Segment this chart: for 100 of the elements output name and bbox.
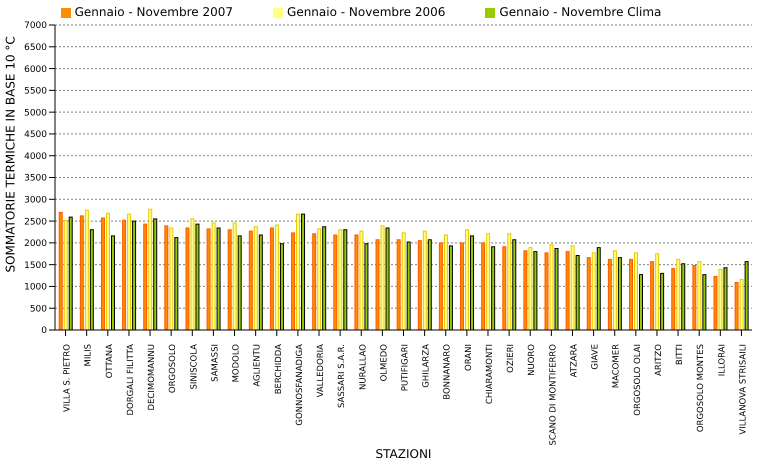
- x-tick-label: ARITZO: [654, 344, 664, 376]
- bar: [586, 257, 591, 330]
- bar: [317, 228, 322, 330]
- x-tick-label: OLMEDO: [379, 344, 390, 382]
- x-tick-label: GIAVE: [590, 344, 601, 370]
- bar: [460, 242, 464, 330]
- bar: [697, 261, 702, 330]
- bar: [169, 228, 174, 330]
- x-tick-label: VILLA S. PIETRO: [62, 344, 73, 412]
- bar: [566, 251, 570, 330]
- bar: [628, 258, 633, 330]
- x-tick-label: BERCHIDDA: [274, 344, 284, 394]
- bar: [444, 234, 448, 330]
- x-tick-label: VILLANOVA STRISAILI: [738, 344, 748, 435]
- x-tick-label: ORGOSOLO: [168, 344, 178, 394]
- bar: [671, 268, 676, 330]
- bar: [185, 228, 190, 330]
- x-tick-label: PUTIFIGARI: [400, 344, 410, 392]
- y-tick-label: 1000: [24, 282, 48, 293]
- x-tick-label: SCANO DI MONTIFERRO: [548, 344, 558, 446]
- bar: [550, 244, 554, 330]
- bar: [570, 245, 575, 330]
- bar: [612, 250, 617, 330]
- bar: [64, 220, 68, 330]
- bar: [692, 265, 696, 330]
- bar: [333, 234, 338, 330]
- bar: [84, 210, 89, 330]
- x-tick-label: AGLIENTU: [252, 344, 263, 387]
- legend-label: Gennaio - Novembre 2007: [74, 5, 234, 19]
- bar: [507, 233, 512, 330]
- bar: [296, 214, 300, 330]
- x-tick-label: DORGALI FILITTA: [126, 344, 136, 416]
- x-tick-label: SAMASSI: [210, 344, 220, 382]
- bar: [274, 224, 279, 330]
- bar: [354, 234, 358, 330]
- bar: [655, 253, 660, 330]
- bar: [100, 218, 105, 330]
- bar: [80, 215, 84, 330]
- bar: [634, 252, 638, 330]
- bar: [212, 222, 216, 330]
- y-tick-label: 5000: [24, 108, 48, 118]
- bar: [734, 282, 739, 330]
- x-tick-label: SINISCOLA: [189, 344, 200, 390]
- bar: [523, 250, 528, 330]
- x-tick-label: OTTANA: [104, 344, 115, 378]
- x-tick-label: MACOMER: [612, 344, 622, 388]
- legend-label: Gennaio - Novembre Clima: [499, 5, 662, 19]
- bar: [206, 228, 211, 330]
- bar: [396, 239, 401, 330]
- bar: [270, 228, 274, 330]
- bar: [291, 232, 296, 330]
- y-tick-label: 6000: [24, 64, 48, 75]
- bar: [248, 230, 253, 330]
- x-tick-label: NUORO: [527, 344, 538, 376]
- bar: [190, 218, 194, 330]
- bar: [122, 220, 126, 330]
- bar: [676, 258, 680, 330]
- bar: [608, 258, 612, 330]
- y-tick-label: 0: [41, 326, 48, 336]
- bar: [376, 239, 380, 330]
- bar: [650, 261, 654, 330]
- bar: [58, 212, 63, 330]
- x-axis-title: STAZIONI: [376, 447, 432, 461]
- bar: [438, 242, 443, 330]
- x-tick-label: BITTI: [675, 344, 686, 366]
- bar: [254, 226, 258, 330]
- bar: [127, 214, 132, 330]
- bar: [422, 230, 427, 330]
- bar: [148, 208, 152, 330]
- y-tick-label: 3500: [24, 174, 48, 184]
- bar: [380, 225, 385, 330]
- y-tick-label: 3000: [24, 195, 48, 206]
- y-tick-label: 4000: [24, 152, 48, 162]
- bar: [338, 229, 342, 330]
- bar: [228, 229, 232, 330]
- legend-label: Gennaio - Novembre 2006: [287, 5, 446, 19]
- y-tick-label: 7000: [24, 21, 48, 32]
- y-tick-label: 4500: [24, 130, 48, 140]
- x-tick-label: VALLEDORIA: [316, 344, 326, 398]
- x-tick-label: DECIMOMANNU: [147, 344, 158, 410]
- bar: [164, 225, 168, 330]
- bar: [740, 278, 744, 330]
- x-tick-label: ORANI: [464, 344, 474, 371]
- y-axis-title: SOMMATORIE TERMICHE IN BASE 10 °C: [3, 36, 18, 272]
- bar: [312, 233, 316, 330]
- bar: [592, 252, 596, 330]
- x-tick-label: GHILARZA: [422, 344, 432, 388]
- x-tick-label: MODOLO: [232, 344, 242, 382]
- bar: [106, 212, 110, 330]
- y-tick-label: 500: [30, 304, 48, 314]
- bar: [402, 232, 406, 330]
- bar: [481, 242, 486, 330]
- bar: [486, 233, 490, 330]
- x-tick-label: GONNOSFANADIGA: [294, 344, 305, 426]
- x-tick-label: NURALLAO: [358, 344, 368, 390]
- x-tick-label: OZIERI: [506, 344, 516, 373]
- bar: [359, 230, 364, 330]
- bar: [418, 240, 422, 330]
- bar: [502, 246, 506, 330]
- y-tick-label: 1500: [24, 260, 48, 271]
